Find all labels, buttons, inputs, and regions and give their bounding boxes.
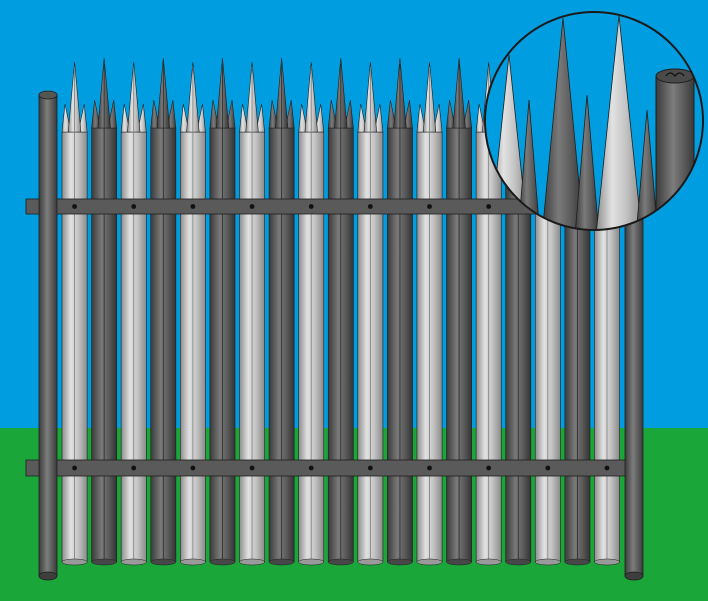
- magnified-spike-inset: [484, 11, 704, 231]
- pale-dark: [209, 57, 236, 566]
- pale-dark: [446, 57, 473, 566]
- bolt: [308, 465, 314, 471]
- pale-light: [239, 61, 265, 566]
- pale-dark: [387, 57, 413, 566]
- inset-content: [485, 12, 703, 230]
- bolt: [545, 465, 551, 471]
- bolt: [427, 204, 432, 209]
- bolt: [131, 465, 137, 471]
- magnified-spike: [635, 109, 659, 230]
- pale-dark: [91, 57, 118, 566]
- bolt: [249, 204, 255, 209]
- magnified-spike: [517, 99, 541, 230]
- pale-light: [120, 61, 147, 566]
- pale-light: [61, 61, 88, 566]
- bolt: [249, 465, 255, 471]
- bolt: [190, 465, 196, 471]
- bolt: [308, 204, 314, 209]
- magnified-spike: [595, 15, 643, 230]
- bolt: [486, 204, 492, 209]
- inset-border: [484, 11, 704, 231]
- magnified-spike: [541, 17, 585, 230]
- pale-dark: [150, 57, 177, 566]
- post-right: [624, 175, 644, 581]
- bolt: [131, 204, 137, 209]
- fence-panel: [25, 57, 644, 581]
- bolt: [190, 204, 196, 209]
- bolt: [367, 204, 373, 209]
- bolt: [72, 204, 77, 209]
- bolt: [72, 465, 77, 471]
- horizontal-rail: [25, 459, 631, 477]
- bolt: [427, 465, 432, 471]
- pale-dark: [327, 57, 354, 566]
- post-left: [38, 90, 58, 581]
- bolt: [604, 465, 610, 471]
- pale-light: [179, 61, 206, 566]
- bolt: [367, 465, 373, 471]
- magnified-spike: [574, 94, 600, 230]
- pale-light: [416, 61, 443, 566]
- pale-dark: [268, 57, 295, 566]
- bolt: [486, 465, 492, 471]
- pale-light: [298, 61, 325, 566]
- pale-light: [357, 61, 384, 566]
